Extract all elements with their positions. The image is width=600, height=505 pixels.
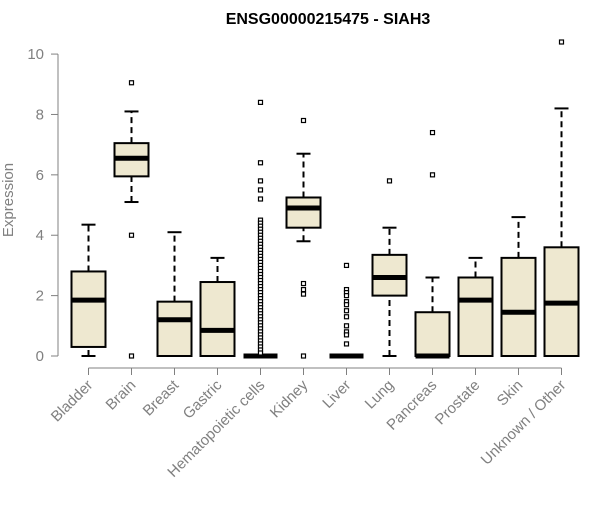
box-pancreas — [414, 129, 451, 359]
outlier-point — [343, 302, 350, 308]
y-tick-label: 10 — [27, 46, 44, 63]
outlier-point — [429, 129, 436, 136]
outlier-point — [386, 178, 393, 184]
box-kidney — [285, 117, 322, 359]
outlier-point — [343, 308, 350, 314]
outlier-point — [343, 262, 350, 269]
outlier-point — [300, 117, 307, 124]
outlier-point — [128, 353, 135, 359]
box-liver — [329, 262, 364, 359]
outlier-point — [257, 178, 264, 184]
x-tick-label: Brain — [103, 377, 140, 414]
outlier-point — [257, 187, 264, 193]
y-tick-label: 6 — [36, 167, 44, 184]
outlier-point — [343, 332, 350, 338]
box-bladder — [70, 223, 107, 357]
y-axis-label: Expression — [0, 163, 17, 237]
iqr-box — [500, 256, 537, 357]
outlier-point — [300, 291, 307, 297]
iqr-box — [414, 311, 451, 358]
box-breast — [156, 231, 193, 357]
chart-title: ENSG00000215475 - SIAH3 — [226, 11, 431, 28]
outlier-point — [343, 341, 350, 347]
box-unknown-other — [543, 39, 580, 357]
box-series — [70, 39, 580, 359]
box-gastric — [199, 256, 236, 357]
y-tick-label: 0 — [36, 348, 44, 365]
outlier-point — [343, 314, 350, 320]
box-lung — [371, 178, 408, 357]
outlier-point — [429, 172, 436, 178]
outlier-point — [300, 280, 307, 287]
outlier-point — [300, 286, 307, 293]
outlier-point — [558, 39, 565, 45]
x-tick-label: Lung — [362, 377, 398, 413]
box-brain — [113, 80, 150, 359]
y-tick-label: 8 — [36, 106, 44, 123]
x-tick-label: Liver — [319, 377, 354, 412]
outlier-point — [300, 353, 307, 359]
iqr-box — [70, 270, 107, 348]
box-prostate — [457, 256, 494, 357]
outlier-point — [128, 232, 135, 238]
box-skin — [500, 216, 537, 357]
y-axis: 0 2 4 6 8 10 — [27, 46, 59, 365]
outlier-point — [257, 196, 264, 202]
x-tick-label: Breast — [140, 376, 183, 419]
outlier-point — [257, 99, 264, 105]
iqr-box — [199, 281, 236, 357]
box-hematopoietic-cells — [243, 99, 278, 359]
x-tick-label: Prostate — [432, 377, 484, 429]
outlier-point — [257, 350, 264, 356]
x-tick-label: Bladder — [48, 377, 97, 426]
outlier-point — [343, 293, 350, 299]
x-tick-label: Kidney — [267, 376, 312, 421]
y-tick-label: 4 — [36, 227, 44, 244]
outlier-point — [128, 80, 135, 86]
y-tick-label: 2 — [36, 288, 44, 305]
iqr-box — [457, 276, 494, 357]
outlier-point — [343, 323, 350, 329]
iqr-box — [156, 300, 193, 357]
iqr-box — [285, 196, 322, 229]
x-tick-label: Skin — [494, 377, 527, 410]
outlier-point — [257, 160, 264, 166]
